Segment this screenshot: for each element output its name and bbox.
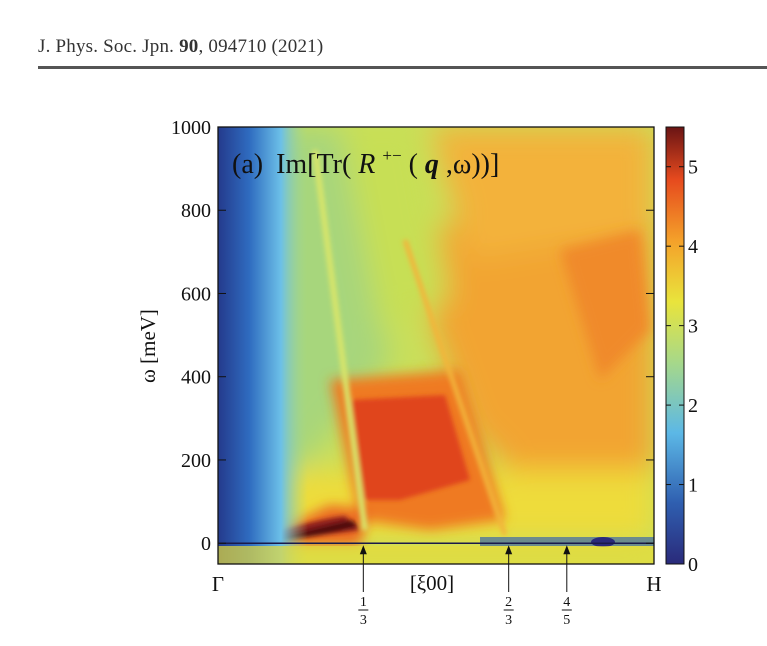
title-prefix: Im[Tr( — [276, 149, 351, 180]
heatmap-area — [218, 127, 654, 564]
zero-energy-features — [218, 537, 654, 564]
title-q: q — [425, 149, 439, 180]
title-open-paren: ( — [409, 149, 418, 180]
y-tick-label: 200 — [181, 450, 211, 472]
title-superscript: +− — [382, 146, 401, 165]
marker-numerator: 1 — [360, 595, 367, 610]
y-tick-label: 1000 — [171, 117, 211, 139]
colorbar-tick-label: 1 — [688, 475, 698, 497]
article-id: , 094710 (2021) — [198, 36, 324, 57]
colorbar-tick-label: 3 — [688, 316, 698, 338]
colorbar-tick-label: 4 — [688, 236, 698, 258]
panel-label: (a) — [232, 149, 263, 180]
journal-header: J. Phys. Soc. Jpn. 90, 094710 (2021) — [38, 36, 323, 58]
colorbar-tick-label: 0 — [688, 554, 698, 576]
y-tick-label: 800 — [181, 200, 211, 222]
colorbar — [665, 126, 685, 565]
marker-arrowhead — [505, 545, 513, 555]
y-tick-label: 0 — [201, 533, 211, 555]
marker-denominator: 5 — [563, 613, 570, 628]
header-rule — [38, 66, 767, 69]
marker-arrowhead — [359, 545, 367, 555]
y-axis: 0 200 400 600 800 1000 — [171, 117, 654, 555]
colorbar-tick-label: 5 — [688, 157, 698, 179]
x-axis-label: [ξ00] — [410, 571, 454, 595]
journal-name: J. Phys. Soc. Jpn. — [38, 36, 175, 57]
plot-frame — [217, 126, 655, 565]
x-endpoint-label: Γ — [212, 572, 224, 596]
y-tick-label: 600 — [181, 283, 211, 305]
colorbar-ticks: 0 1 2 3 4 5 — [666, 157, 698, 576]
y-axis-label: ω [meV] — [136, 309, 160, 383]
gamma-low-band — [218, 127, 308, 564]
x-axis: Γ H 1 3 2 3 4 5 — [212, 545, 662, 628]
panel-title: (a) Im[Tr( R +− ( q ,ω))] — [232, 137, 499, 180]
journal-volume: 90 — [179, 36, 199, 57]
y-tick-label: 400 — [181, 367, 211, 389]
marker-numerator: 4 — [563, 595, 570, 610]
title-suffix: ,ω))] — [446, 149, 499, 180]
marker-denominator: 3 — [505, 613, 512, 628]
colorbar-tick-label: 2 — [688, 395, 698, 417]
marker-denominator: 3 — [360, 613, 367, 628]
marker-numerator: 2 — [505, 595, 512, 610]
title-r: R — [357, 149, 375, 180]
x-endpoint-label: H — [646, 572, 661, 596]
marker-arrowhead — [563, 545, 571, 555]
